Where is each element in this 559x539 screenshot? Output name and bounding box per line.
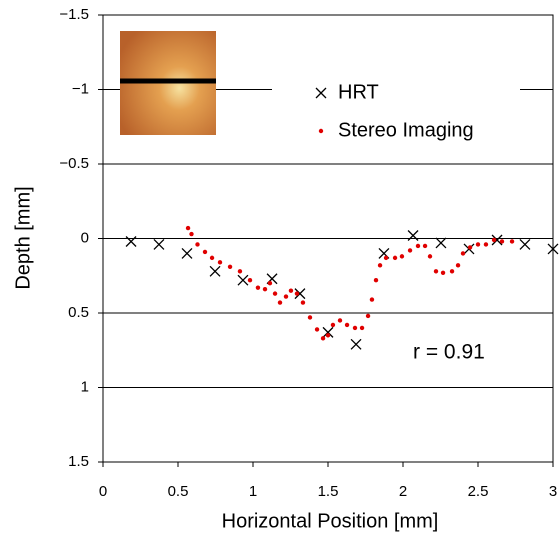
- legend-label: HRT: [338, 81, 379, 103]
- stereo-point: [255, 285, 261, 290]
- stereo-point: [427, 254, 433, 259]
- legend-marker: [315, 87, 327, 99]
- hrt-point: [125, 236, 137, 247]
- hrt-point: [294, 288, 306, 300]
- y-tick-label: 0: [81, 229, 89, 246]
- stereo-point: [373, 278, 379, 283]
- hrt-point: [181, 247, 193, 259]
- x-tick-label: 0.5: [168, 483, 189, 500]
- stereo-point: [189, 231, 194, 237]
- y-tick-label: 1.5: [68, 453, 89, 470]
- hrt-point: [491, 234, 503, 246]
- stereo-point: [277, 300, 283, 305]
- stereo-point: [262, 286, 268, 292]
- stereo-point: [294, 291, 300, 296]
- stereo-point: [377, 263, 383, 268]
- stereo-point: [283, 294, 289, 299]
- plot-frame: [102, 14, 554, 463]
- legend-marker: [318, 128, 324, 134]
- stereo-point: [330, 322, 336, 328]
- stereo-point: [440, 270, 446, 275]
- stereo-point: [499, 239, 505, 244]
- stereo-point: [352, 325, 358, 331]
- stereo-point: [344, 322, 350, 328]
- x-tick-label: 2.5: [468, 483, 489, 500]
- x-axis-label: Horizontal Position [mm]: [222, 510, 439, 532]
- hrt-point: [322, 326, 334, 338]
- stereo-point: [369, 297, 375, 302]
- stereo-point: [455, 263, 461, 268]
- stereo-point: [483, 242, 489, 247]
- hrt-point: [435, 237, 447, 249]
- stereo-point: [227, 264, 233, 270]
- stereo-point: [365, 313, 371, 319]
- hrt-point: [407, 230, 419, 241]
- stereo-point: [509, 239, 515, 244]
- stereo-point: [300, 300, 306, 305]
- stereo-point: [217, 260, 223, 265]
- stereo-point: [320, 336, 326, 341]
- stereo-point: [491, 237, 497, 243]
- stereo-point: [247, 278, 253, 283]
- stereo-point: [433, 269, 439, 274]
- x-tick-label: 0: [99, 483, 107, 500]
- stereo-point: [467, 245, 473, 250]
- legend-label: Stereo Imaging: [338, 119, 474, 141]
- stereo-point: [392, 255, 398, 261]
- stereo-point: [475, 242, 481, 247]
- hrt-point: [519, 239, 531, 250]
- stereo-point: [202, 249, 208, 255]
- stereo-point: [288, 288, 294, 293]
- hrt-point: [209, 265, 221, 277]
- stereo-point: [415, 243, 421, 249]
- x-tick-label: 1.5: [318, 483, 339, 500]
- stereo-point: [399, 254, 405, 259]
- stereo-point: [237, 269, 243, 274]
- stereo-point: [359, 325, 365, 331]
- y-tick-label: 0.5: [68, 304, 89, 321]
- stereo-point: [449, 269, 455, 274]
- y-tick-label: −0.5: [59, 155, 89, 172]
- stereo-point: [407, 248, 413, 253]
- annotation: r = 0.91: [413, 341, 485, 364]
- y-tick-label: 1: [81, 378, 89, 395]
- stereo-point: [272, 291, 278, 296]
- stereo-point: [314, 327, 320, 332]
- y-tick-label: −1: [72, 80, 89, 97]
- stereo-point: [383, 255, 389, 261]
- y-axis-label: Depth [mm]: [12, 186, 34, 289]
- x-tick-label: 1: [249, 483, 257, 500]
- stereo-point: [422, 243, 428, 249]
- y-tick-label: −1.5: [59, 6, 89, 23]
- hrt-point: [237, 274, 249, 286]
- hrt-point: [547, 243, 559, 255]
- stereo-point: [185, 225, 191, 231]
- stereo-point: [195, 242, 200, 247]
- stereo-point: [460, 251, 466, 256]
- x-tick-label: 2: [399, 483, 407, 500]
- hrt-point: [153, 239, 165, 250]
- legend-box: [272, 70, 520, 150]
- stereo-point: [325, 333, 331, 338]
- stereo-point: [307, 315, 313, 320]
- x-tick-label: 3: [549, 483, 557, 500]
- hrt-point: [350, 338, 362, 350]
- stereo-point: [209, 255, 215, 261]
- stereo-point: [337, 318, 343, 323]
- stereo-point: [267, 281, 273, 286]
